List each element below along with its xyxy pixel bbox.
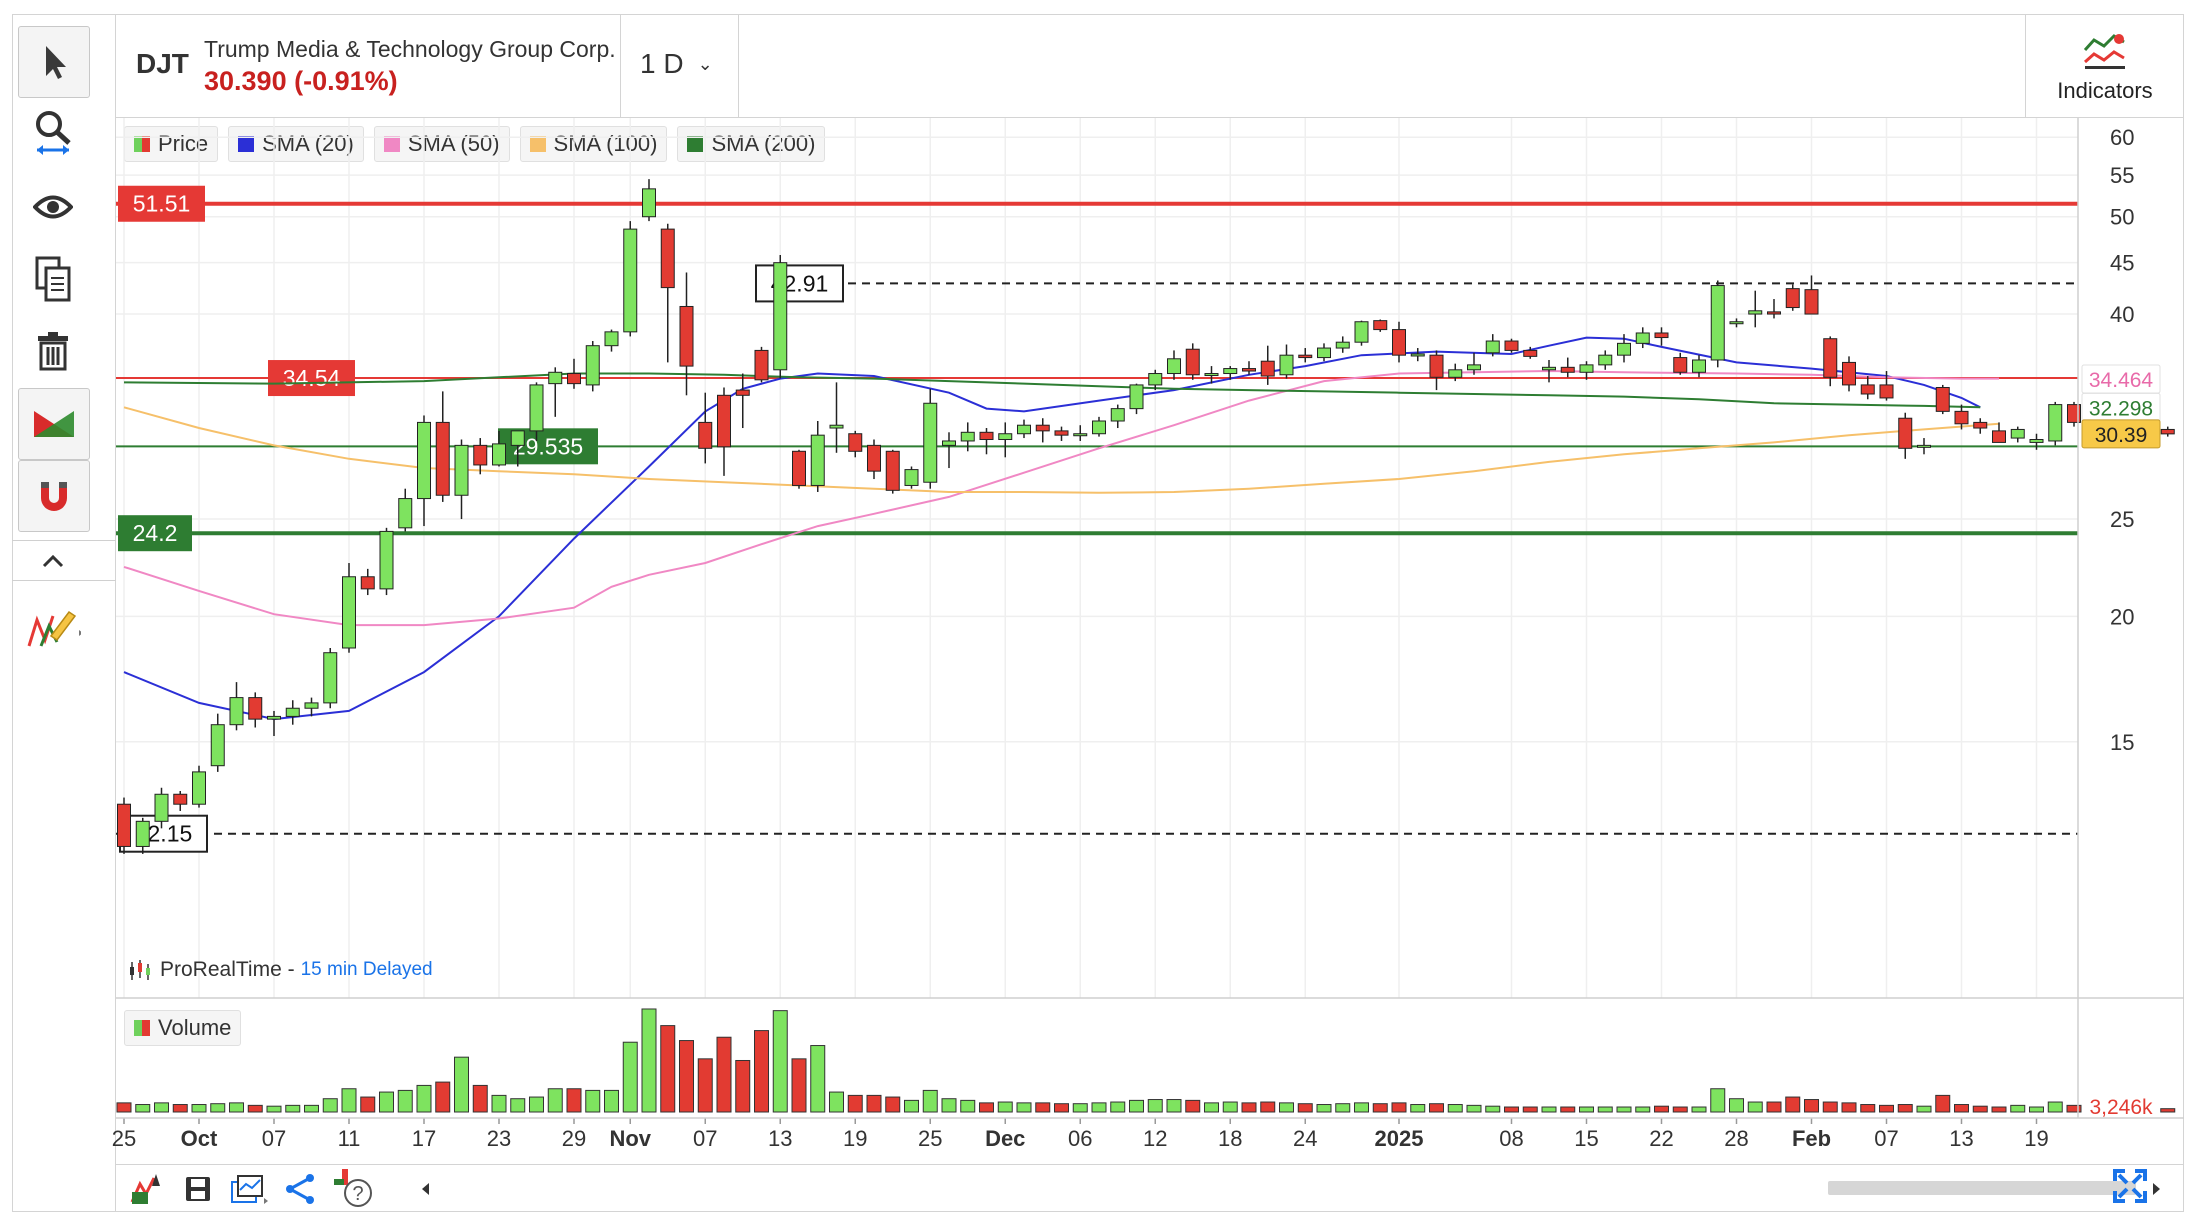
visibility-button[interactable] <box>18 172 88 242</box>
period-selector[interactable]: 1 D ⌄ <box>640 48 713 80</box>
help-icon: ? <box>334 1169 372 1207</box>
source-watermark: ProRealTime - 15 min Delayed <box>128 958 433 982</box>
company-name: Trump Media & Technology Group Corp. <box>204 36 616 62</box>
drawing-tool-button[interactable] <box>18 594 88 664</box>
legend-label: Price <box>158 131 209 156</box>
legend-label: SMA (20) <box>262 131 354 156</box>
magnet-button[interactable] <box>18 460 90 532</box>
legend-swatch-price <box>134 136 150 152</box>
chevron-left-icon <box>422 1183 429 1195</box>
help-button[interactable]: ? <box>334 1169 374 1209</box>
legend-label: SMA (100) <box>553 131 658 156</box>
layouts-button[interactable] <box>230 1169 270 1209</box>
fullscreen-icon <box>2113 1169 2147 1203</box>
copy-button[interactable] <box>18 244 88 314</box>
zoom-icon <box>36 111 71 155</box>
indicators-button[interactable]: Indicators <box>2025 14 2184 118</box>
save-button[interactable] <box>178 1169 218 1209</box>
legend-label: SMA (50) <box>407 131 500 156</box>
trash-icon <box>38 332 68 371</box>
legend-volume[interactable]: Volume <box>124 1010 242 1046</box>
ticker-symbol[interactable]: DJT <box>136 48 189 79</box>
eye-icon <box>33 195 73 219</box>
legend-label: SMA (200) <box>711 131 816 156</box>
delete-button[interactable] <box>18 316 88 386</box>
svg-text:?: ? <box>352 1183 363 1205</box>
magnet-icon <box>41 482 67 511</box>
timeline-scrollbar[interactable] <box>1828 1181 2136 1195</box>
share-button[interactable] <box>282 1169 322 1209</box>
chevron-right-icon <box>2153 1183 2160 1195</box>
cursor-icon <box>46 46 66 79</box>
legend-price[interactable]: Price <box>124 126 219 162</box>
collapse-toolbar-button[interactable] <box>18 546 88 576</box>
legend-swatch-sma100 <box>529 136 546 152</box>
cursor-tool-button[interactable] <box>18 26 90 98</box>
export-icon <box>130 1174 160 1204</box>
trend-icon <box>34 411 74 437</box>
legend-swatch-volume <box>134 1020 150 1036</box>
legend-sma-200[interactable]: SMA (200) <box>677 126 826 162</box>
save-icon <box>186 1177 210 1201</box>
legend-swatch-sma50 <box>383 136 400 152</box>
collapse-icon <box>42 554 64 568</box>
delay-note[interactable]: 15 min Delayed <box>300 959 433 980</box>
indicators-label: Indicators <box>2057 78 2153 103</box>
chart-frame <box>12 14 2184 1212</box>
indicators-icon <box>2083 34 2125 69</box>
export-button[interactable] <box>126 1169 166 1209</box>
copy-icon <box>35 256 71 302</box>
period-label: 1 D <box>640 48 684 79</box>
legend: Price SMA (20) SMA (50) SMA (100) SMA (2… <box>124 126 826 162</box>
scroll-right-button[interactable] <box>2136 1169 2176 1209</box>
left-toolbar <box>12 14 116 1212</box>
drawing-icon <box>27 610 81 647</box>
legend-sma-20[interactable]: SMA (20) <box>228 126 364 162</box>
zoom-tool-button[interactable] <box>18 98 88 168</box>
bottom-toolbar: ? <box>116 1164 2184 1213</box>
scroll-left-button[interactable] <box>406 1169 446 1209</box>
legend-sma-100[interactable]: SMA (100) <box>519 126 668 162</box>
share-icon <box>286 1174 314 1204</box>
layouts-icon <box>231 1175 268 1204</box>
candles-icon <box>130 960 150 980</box>
legend-swatch-sma200 <box>687 136 704 152</box>
trend-tool-button[interactable] <box>18 388 90 460</box>
price-change: 30.390 (-0.91%) <box>204 66 398 96</box>
legend-swatch-sma20 <box>238 136 255 152</box>
source-brand: ProRealTime - <box>160 958 295 981</box>
volume-label: Volume <box>158 1015 232 1040</box>
chart-header: DJT Trump Media & Technology Group Corp.… <box>116 14 2184 118</box>
fullscreen-button[interactable] <box>2110 1166 2150 1206</box>
legend-sma-50[interactable]: SMA (50) <box>373 126 510 162</box>
chevron-down-icon: ⌄ <box>697 54 713 74</box>
